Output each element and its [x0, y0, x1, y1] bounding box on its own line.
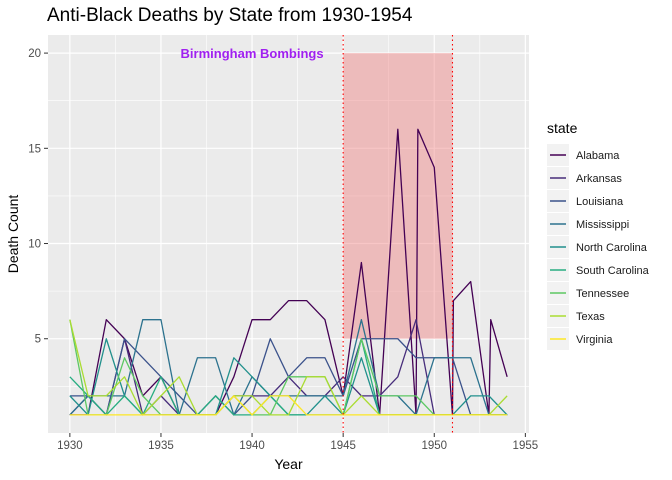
highlight-region	[343, 53, 453, 339]
y-tick-label: 15	[28, 143, 41, 155]
legend-label: Alabama	[576, 150, 620, 162]
legend-label: South Carolina	[576, 265, 650, 277]
y-axis-title: Death Count	[5, 195, 21, 274]
highlight-layer	[343, 53, 453, 339]
legend: state Alabama Arkansas Louisiana Mississipp…	[547, 120, 650, 350]
x-axis-ticks: 1930 1935 1940 1945 1950 1955	[57, 433, 538, 452]
legend-label: Virginia	[576, 334, 613, 346]
annotation-layer: Birmingham Bombings	[181, 46, 324, 61]
legend-title: state	[547, 120, 578, 136]
legend-label: North Carolina	[576, 242, 648, 254]
x-tick-label: 1940	[239, 440, 265, 452]
x-axis-title: Year	[274, 456, 303, 472]
x-tick-label: 1945	[330, 440, 356, 452]
x-tick-label: 1955	[513, 440, 539, 452]
annotation-label: Birmingham Bombings	[181, 46, 324, 61]
legend-label: Texas	[576, 311, 605, 323]
legend-label: Tennessee	[576, 288, 629, 300]
legend-items: Alabama Arkansas Louisiana Mississippi North…	[547, 144, 650, 350]
chart-title: Anti-Black Deaths by State from 1930-195…	[47, 5, 413, 26]
legend-label: Mississippi	[576, 219, 629, 231]
y-tick-label: 5	[35, 334, 41, 346]
x-tick-label: 1950	[421, 440, 447, 452]
x-tick-label: 1935	[148, 440, 174, 452]
y-tick-label: 10	[28, 239, 41, 251]
legend-label: Louisiana	[576, 196, 624, 208]
series-layer	[69, 128, 508, 416]
grid-minor	[48, 35, 529, 433]
series-line	[69, 395, 508, 416]
x-tick-label: 1930	[57, 440, 83, 452]
vline-layer	[342, 35, 454, 433]
grid-major	[48, 35, 529, 433]
y-tick-label: 20	[28, 48, 41, 60]
legend-label: Arkansas	[576, 173, 622, 185]
y-axis-ticks: 5 10 15 20	[28, 48, 48, 346]
